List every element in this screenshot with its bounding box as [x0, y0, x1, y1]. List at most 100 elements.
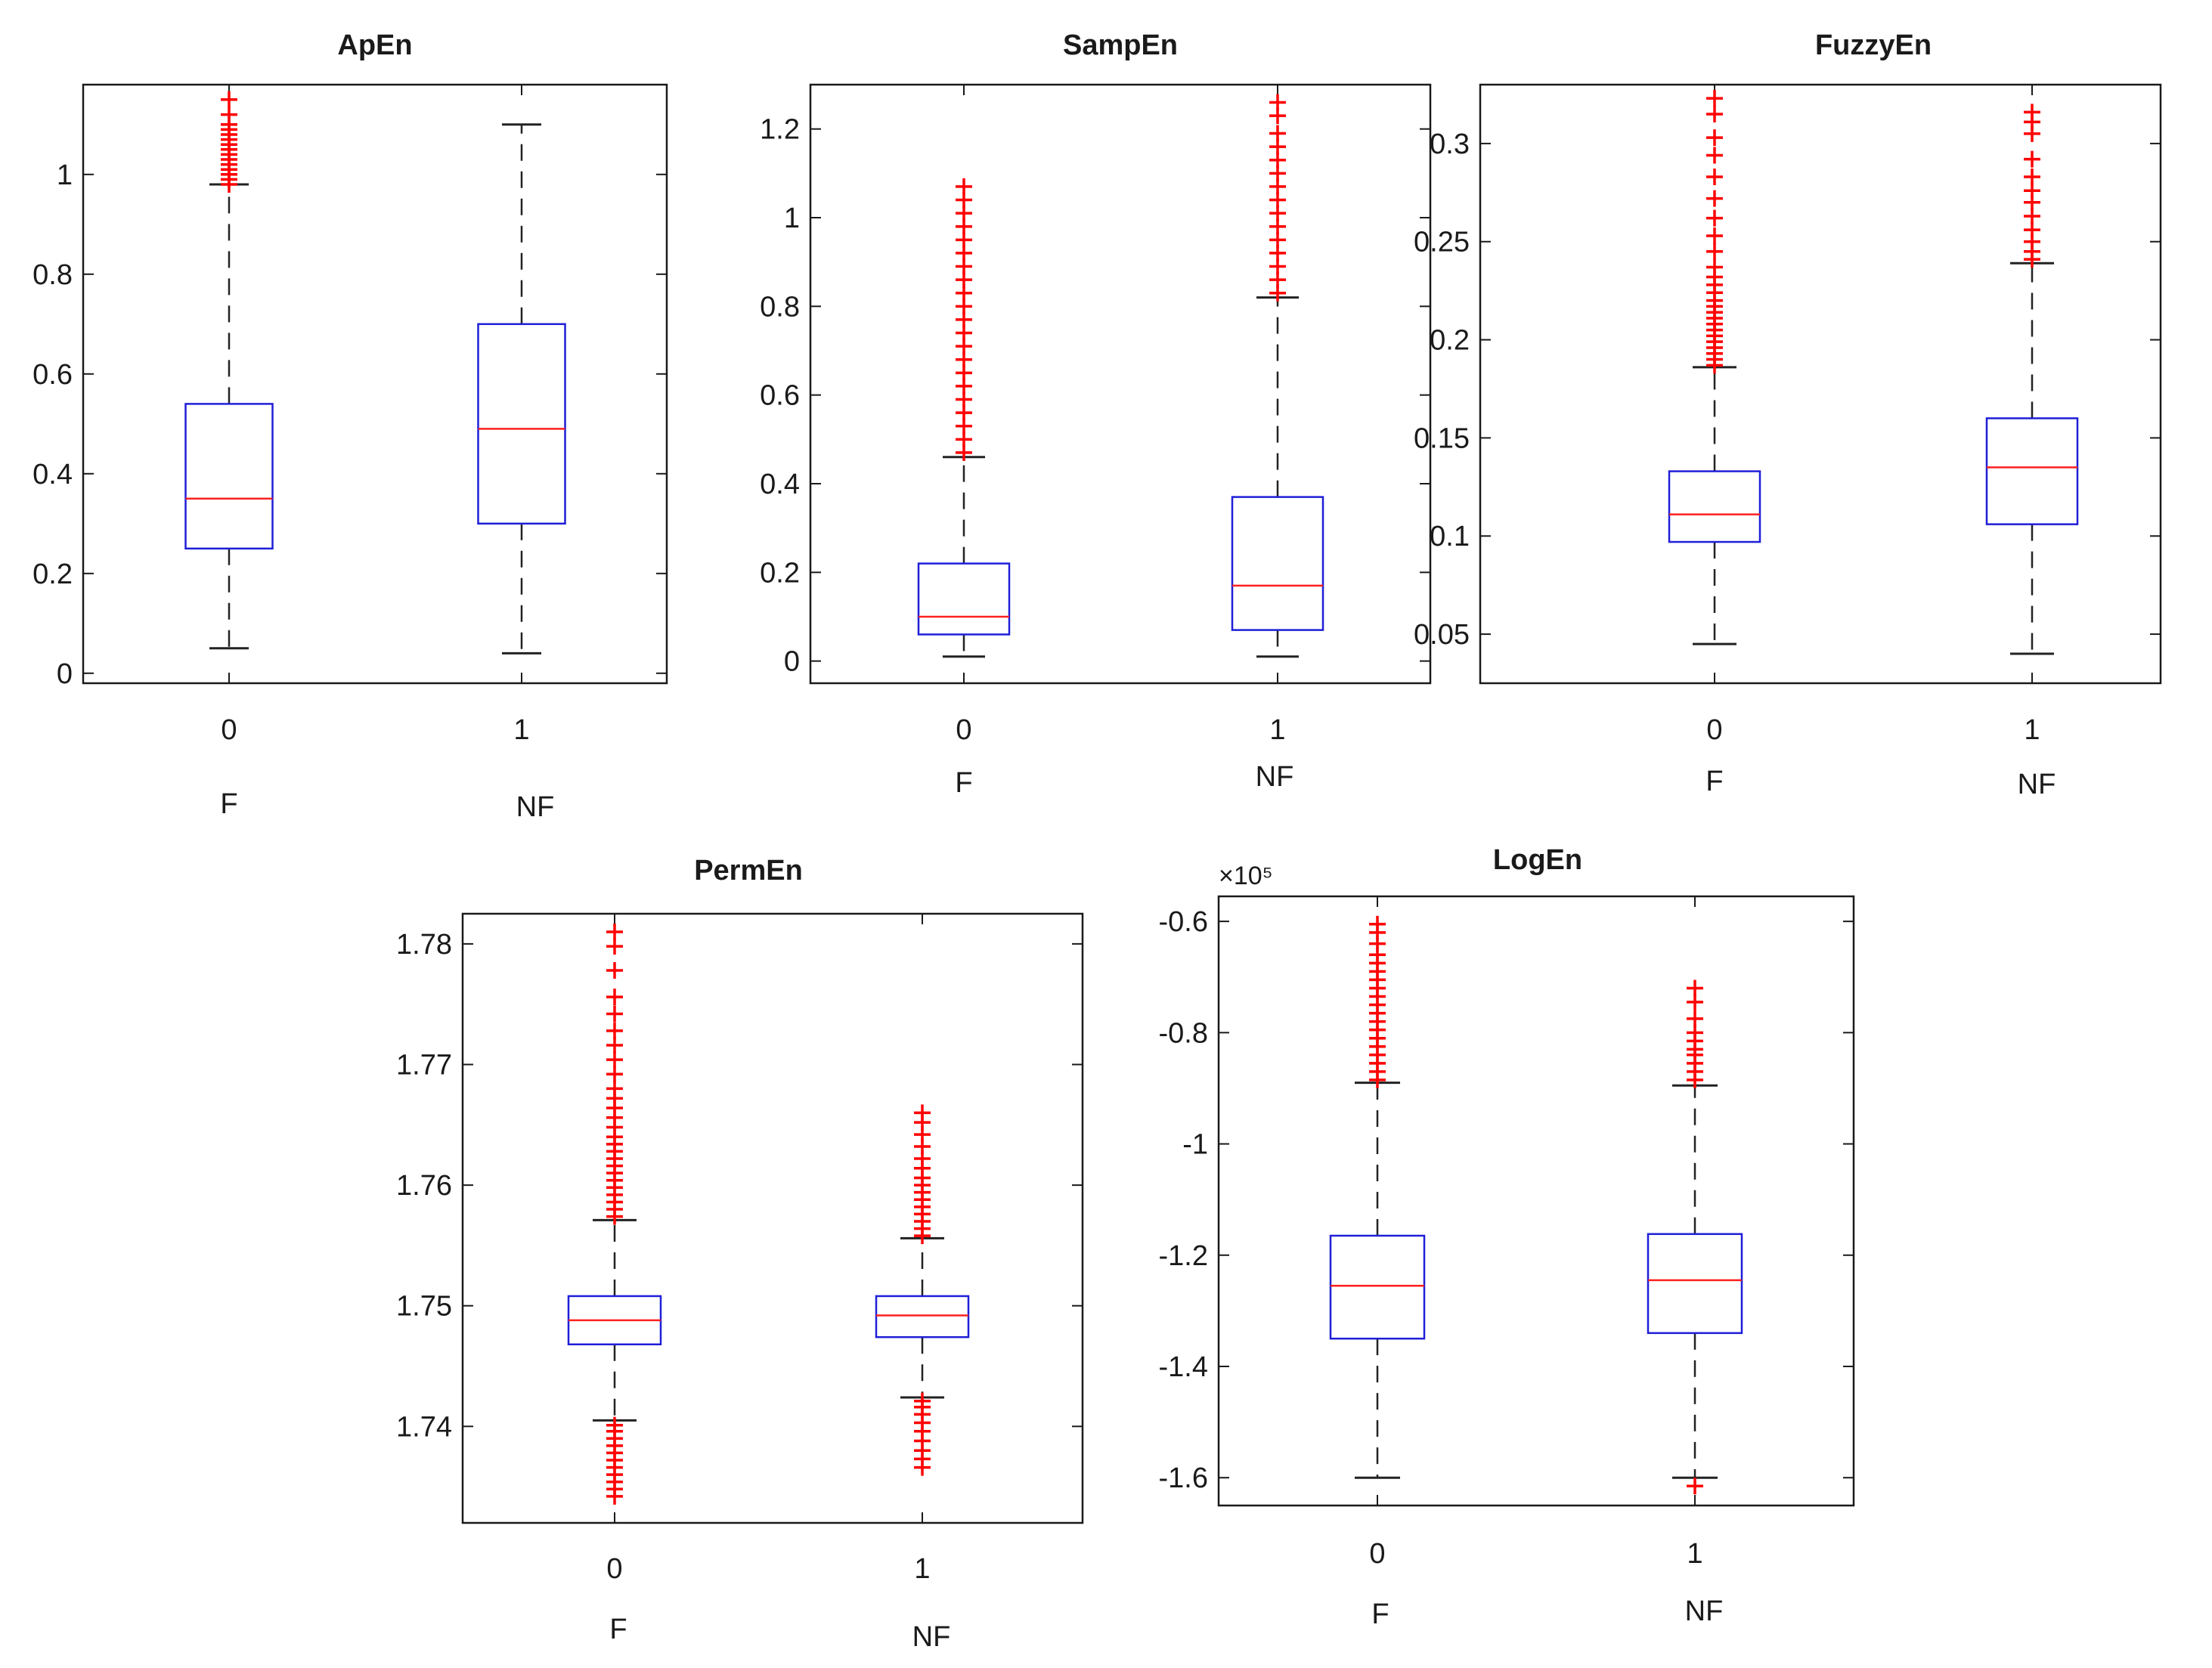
outlier-marker [221, 106, 237, 123]
y-tick-label: 0.05 [1414, 619, 1470, 651]
outlier-marker [1706, 209, 1723, 227]
group-label-nf: NF [1256, 761, 1294, 793]
y-tick-label: 0.8 [33, 259, 73, 291]
outlier-marker [606, 1066, 623, 1083]
iqr-box [917, 562, 1011, 636]
y-tick-label: -1.4 [1159, 1351, 1208, 1383]
axes-frame [809, 83, 1432, 685]
outlier-marker [1706, 147, 1723, 164]
logen-panel: LogEn ×10⁵ 0 1 F NF -1.6 -1.4 -1.2 -1 -0.8 -0… [1159, 844, 1855, 1630]
outlier-marker [1706, 243, 1723, 260]
outlier-marker [606, 1051, 623, 1069]
outlier-marker [606, 1416, 623, 1434]
iqr-box [1231, 496, 1324, 631]
y-tick-label: 0.2 [1430, 325, 1470, 357]
x-tick-label-0: 0 [1369, 1538, 1385, 1570]
iqr-box [875, 1295, 970, 1338]
x-tick-label-1: 1 [1687, 1538, 1702, 1570]
panel-title: SampEn [1063, 29, 1178, 61]
axes-frame [1217, 895, 1855, 1507]
outlier-marker [1706, 90, 1723, 107]
group-label-nf: NF [2018, 769, 2056, 800]
iqr-box [1329, 1234, 1426, 1340]
group-label-f: F [609, 1614, 627, 1645]
x-tick-label-1: 1 [513, 714, 529, 746]
y-tick-label: 0.15 [1414, 422, 1470, 454]
outlier-marker [1706, 227, 1723, 244]
outlier-marker [1687, 993, 1703, 1010]
panel-title: LogEn [1493, 844, 1582, 876]
group-label-nf: NF [912, 1621, 951, 1653]
y-tick-label: -0.6 [1159, 906, 1208, 938]
y-tick-label: 1.77 [396, 1050, 452, 1082]
x-tick-label-1: 1 [1269, 714, 1285, 746]
y-tick-label: 1 [784, 203, 800, 234]
panel-title: ApEn [337, 29, 412, 61]
group-label-f: F [1705, 766, 1723, 797]
y-tick-label: 0.4 [33, 459, 73, 490]
axes-frame [82, 83, 668, 685]
group-label-f: F [220, 788, 237, 820]
outlier-marker [1269, 94, 1286, 111]
panel-title: PermEn [694, 855, 803, 887]
x-tick-label-0: 0 [221, 714, 237, 746]
y-tick-label: 0.6 [33, 359, 73, 391]
outlier-marker [606, 962, 623, 979]
iqr-box [1985, 417, 2079, 525]
apen-panel: ApEn 0 1 F NF 0 0.2 0.4 0.6 0.8 1 [33, 29, 668, 823]
outlier-marker [1687, 979, 1703, 997]
y-tick-label: 0.3 [1430, 128, 1470, 160]
y-tick-label: 0.2 [33, 559, 73, 590]
group-label-f: F [955, 767, 972, 799]
fuzzyen-panel: FuzzyEn 0 1 F NF 0.05 0.1 0.15 0.2 0.25 0.3 [1414, 29, 2162, 800]
outlier-marker [1706, 105, 1723, 122]
y-tick-label: 0 [784, 646, 800, 678]
y-tick-label: 0.25 [1414, 227, 1470, 258]
y-tick-label: 1.74 [396, 1411, 452, 1443]
axes-frame [461, 912, 1084, 1524]
y-tick-label: 1.78 [396, 929, 452, 961]
group-label-nf: NF [516, 791, 555, 823]
panel-title: FuzzyEn [1815, 29, 1932, 61]
outlier-marker [221, 91, 237, 108]
outlier-marker [2024, 169, 2040, 186]
x-tick-label-1: 1 [914, 1553, 930, 1585]
outlier-marker [1369, 915, 1386, 933]
outlier-marker [606, 938, 623, 955]
y-tick-label: 1.75 [396, 1291, 452, 1323]
y-tick-label: -1 [1182, 1129, 1208, 1161]
outlier-marker [606, 1080, 623, 1097]
group-label-nf: NF [1685, 1595, 1724, 1627]
group-label-f: F [1371, 1598, 1389, 1630]
outlier-marker [914, 1392, 931, 1410]
x-tick-label-0: 0 [956, 714, 971, 746]
permen-panel: PermEn 0 1 F NF 1.74 1.75 1.76 1.77 1.78 [396, 855, 1084, 1653]
y-tick-label: 0.6 [760, 380, 800, 412]
outlier-marker [1706, 190, 1723, 207]
outlier-marker [1269, 125, 1286, 142]
iqr-box [184, 403, 274, 550]
iqr-box [1647, 1233, 1743, 1335]
y-tick-label: 1.2 [760, 114, 800, 146]
y-tick-label: -0.8 [1159, 1017, 1208, 1049]
y-tick-label: -1.6 [1159, 1462, 1208, 1494]
y-tick-label: 0 [57, 658, 73, 690]
outlier-marker [1706, 129, 1723, 147]
y-tick-label: 0.1 [1430, 521, 1470, 552]
sampen-panel: SampEn 0 1 F NF 0 0.2 0.4 0.6 0.8 1 1.2 [760, 29, 1432, 799]
iqr-box [477, 323, 566, 525]
x-tick-label-0: 0 [1706, 714, 1722, 746]
outlier-marker [606, 923, 623, 940]
y-tick-label: 1 [57, 159, 73, 191]
outlier-marker [2024, 104, 2040, 121]
axes-frame [1479, 83, 2162, 685]
outlier-marker [956, 178, 972, 195]
y-tick-label: 0.2 [760, 557, 800, 589]
outlier-marker [606, 1022, 623, 1039]
outlier-marker [1687, 1024, 1703, 1041]
outlier-marker [914, 1104, 931, 1122]
outlier-marker [606, 1005, 623, 1023]
outlier-marker [1687, 1010, 1703, 1027]
